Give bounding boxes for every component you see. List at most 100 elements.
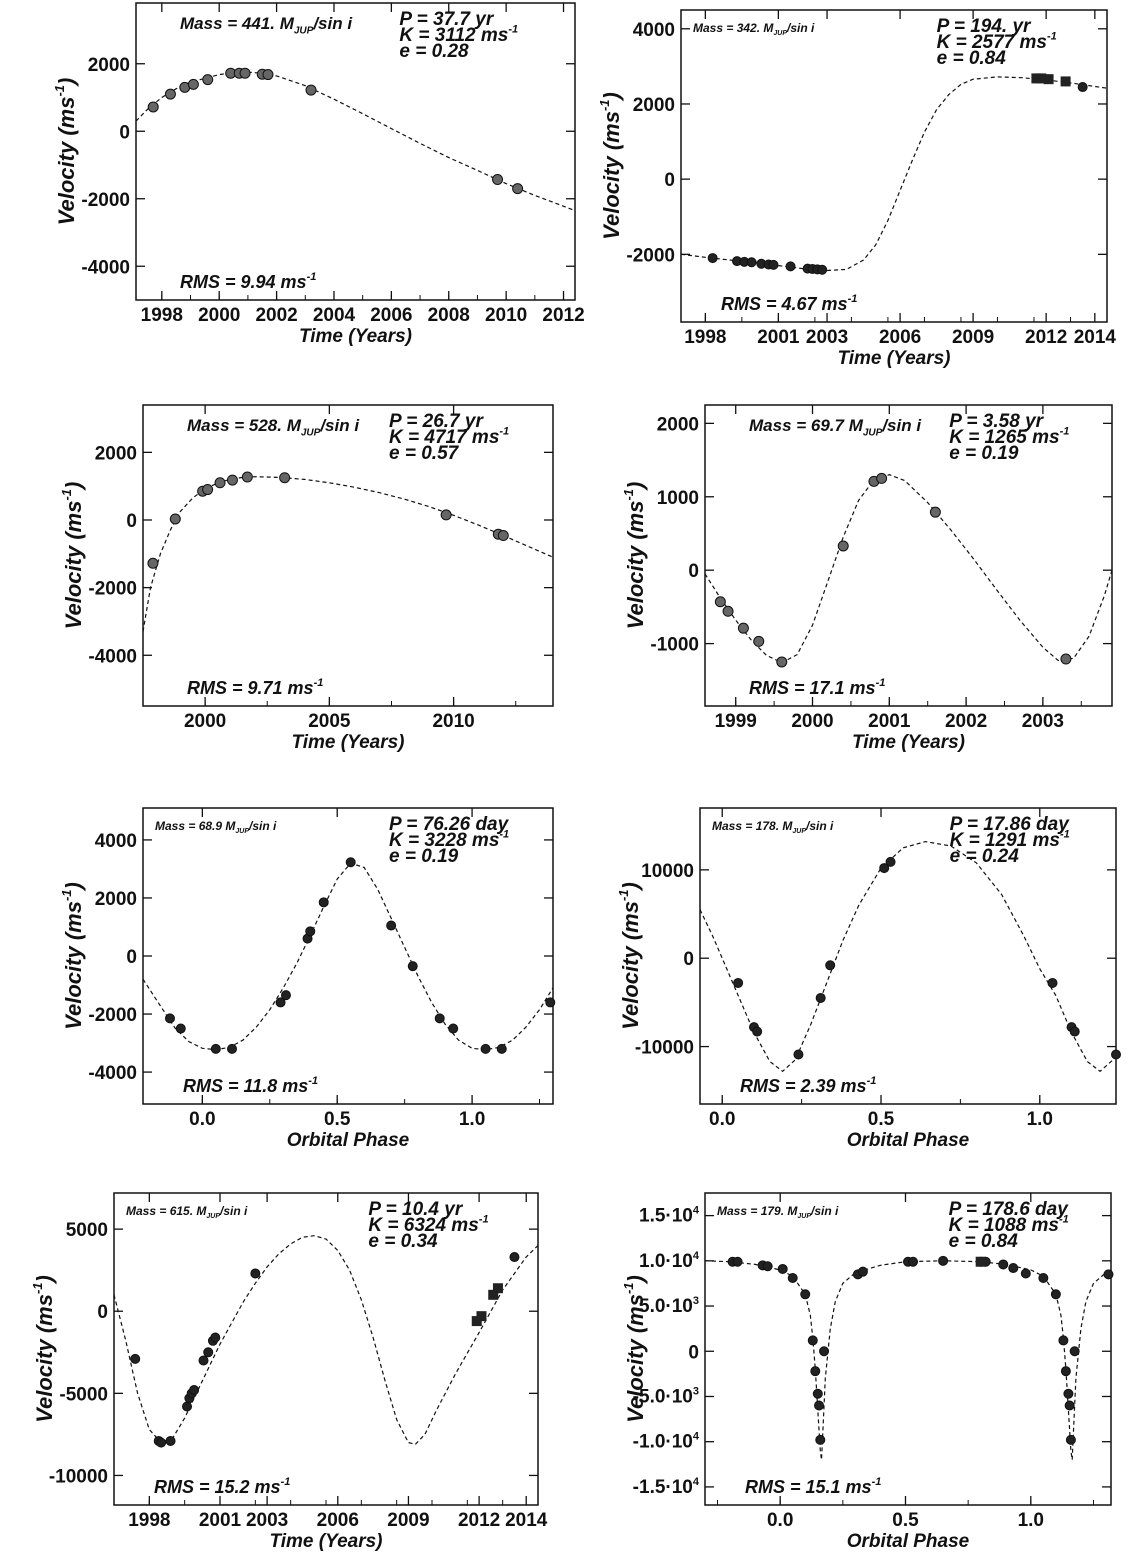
x-axis-label: Time (Years) (270, 1531, 383, 1552)
y-tick-label: -2000 (626, 245, 675, 266)
y-tick-label: 0 (119, 122, 130, 143)
y-tick-label: 0 (664, 170, 675, 191)
data-point (241, 471, 253, 483)
data-point (1008, 1263, 1019, 1274)
x-tick-label: 2010 (485, 305, 527, 326)
period-label: P = 26.7 yr (389, 411, 484, 432)
model-curve (143, 476, 553, 632)
y-tick-label: 0 (126, 511, 137, 532)
data-point (226, 474, 238, 486)
data-point (1069, 1346, 1080, 1357)
data-point (733, 977, 744, 988)
y-tick-label: 0 (683, 949, 694, 970)
data-point (187, 78, 199, 90)
x-tick-label: 2003 (806, 327, 848, 348)
x-tick-label: 2008 (428, 305, 470, 326)
data-point (1020, 1268, 1031, 1279)
data-point (785, 261, 796, 272)
period-label: P = 76.26 day (389, 814, 510, 835)
rms-label: RMS = 15.2 ms-1 (154, 1476, 290, 1497)
semi-amplitude-label: K = 3112 ms-1 (399, 23, 518, 46)
data-point (753, 635, 765, 647)
semi-amplitude-label: K = 2577 ms-1 (937, 30, 1057, 53)
model-curve (700, 840, 1116, 1073)
plot-frame (142, 404, 554, 707)
y-axis-label: Velocity (ms-1) (621, 482, 648, 630)
data-point (810, 1366, 821, 1377)
data-point (1103, 1269, 1114, 1280)
rms-label: RMS = 17.1 ms-1 (749, 677, 885, 698)
y-tick-label: 0 (126, 947, 137, 968)
x-tick-label: 2006 (370, 305, 412, 326)
mass-label: Mass = 342. MJUP/sin i (693, 21, 815, 37)
x-axis-label: Time (Years) (292, 732, 405, 753)
data-point (707, 253, 718, 264)
x-tick-label: 2001 (199, 1510, 242, 1531)
semi-amplitude-label: K = 4717 ms-1 (389, 425, 509, 448)
data-point (815, 1434, 826, 1445)
panel-b: 1998 2001 2003 2006 2009 2012 2014 -2000 0 2000 40… (597, 9, 1117, 369)
data-point (879, 863, 890, 874)
model-curve (705, 1260, 1111, 1460)
data-point (1063, 1388, 1074, 1399)
y-axis-label: Velocity (ms-1) (59, 482, 86, 630)
y-axis-label: Velocity (ms-1) (621, 1275, 648, 1423)
data-point (1060, 653, 1072, 665)
period-label: P = 10.4 yr (368, 1199, 463, 1220)
data-point (1060, 1366, 1071, 1377)
data-point (239, 67, 251, 79)
plot-frame (699, 807, 1117, 1105)
x-tick-label: 2014 (1074, 327, 1117, 348)
model-curve (114, 1235, 538, 1445)
model-curve (136, 71, 575, 212)
y-tick-label: 2000 (657, 414, 699, 435)
eccentricity-label: e = 0.19 (949, 443, 1019, 464)
x-tick-label: 1998 (128, 1510, 170, 1531)
x-tick-label: 2003 (246, 1510, 288, 1531)
y-tick-label: 1.0·104 (639, 1250, 700, 1272)
data-point (737, 622, 749, 634)
data-point (1064, 1400, 1075, 1411)
data-point (825, 960, 836, 971)
data-point (746, 257, 757, 268)
data-point (210, 1332, 221, 1343)
mass-label: Mass = 69.7 MJUP/sin i (749, 416, 922, 438)
plot-frame (142, 807, 554, 1105)
y-tick-label: 2000 (95, 889, 137, 910)
data-point (837, 540, 849, 552)
y-axis-label: Velocity (ms-1) (30, 1275, 57, 1423)
data-point (752, 1026, 763, 1037)
plot-frame (704, 1192, 1112, 1506)
y-tick-label: -10000 (49, 1466, 108, 1487)
data-point (250, 1268, 261, 1279)
semi-amplitude-label: K = 6324 ms-1 (368, 1213, 488, 1236)
mass-label: Mass = 441. MJUP/sin i (180, 14, 353, 36)
data-point (214, 477, 226, 489)
data-point (1069, 1026, 1080, 1037)
data-point (305, 84, 317, 96)
data-point (929, 506, 941, 518)
x-tick-label: 1.0 (1018, 1510, 1044, 1531)
y-tick-label: 0 (688, 1342, 699, 1363)
y-tick-label: -2000 (88, 1005, 137, 1026)
data-point (164, 88, 176, 100)
x-tick-label: 2014 (505, 1510, 548, 1531)
panel-f: 0.0 0.5 1.0 -10000 0 10000 Mass = 178. MJUP/si… (616, 807, 1121, 1151)
period-label: P = 3.58 yr (949, 411, 1044, 432)
x-tick-label: 1999 (715, 711, 757, 732)
eccentricity-label: e = 0.84 (949, 1231, 1019, 1252)
x-tick-label: 0.5 (868, 1109, 895, 1130)
y-tick-label: -1.5·104 (633, 1476, 700, 1498)
period-label: P = 17.86 day (950, 814, 1071, 835)
data-point (512, 183, 524, 195)
mass-label: Mass = 615. MJUP/sin i (126, 1204, 248, 1220)
data-point (130, 1353, 141, 1364)
y-tick-label: -5.0·103 (633, 1385, 699, 1407)
y-tick-label: -2000 (88, 579, 137, 600)
model-curve (143, 862, 553, 1051)
x-tick-label: 2006 (317, 1510, 359, 1531)
semi-amplitude-label: K = 1265 ms-1 (949, 425, 1069, 448)
rms-label: RMS = 9.71 ms-1 (187, 677, 323, 698)
semi-amplitude-label: K = 1291 ms-1 (950, 828, 1070, 851)
rms-label: RMS = 9.94 ms-1 (180, 271, 316, 292)
